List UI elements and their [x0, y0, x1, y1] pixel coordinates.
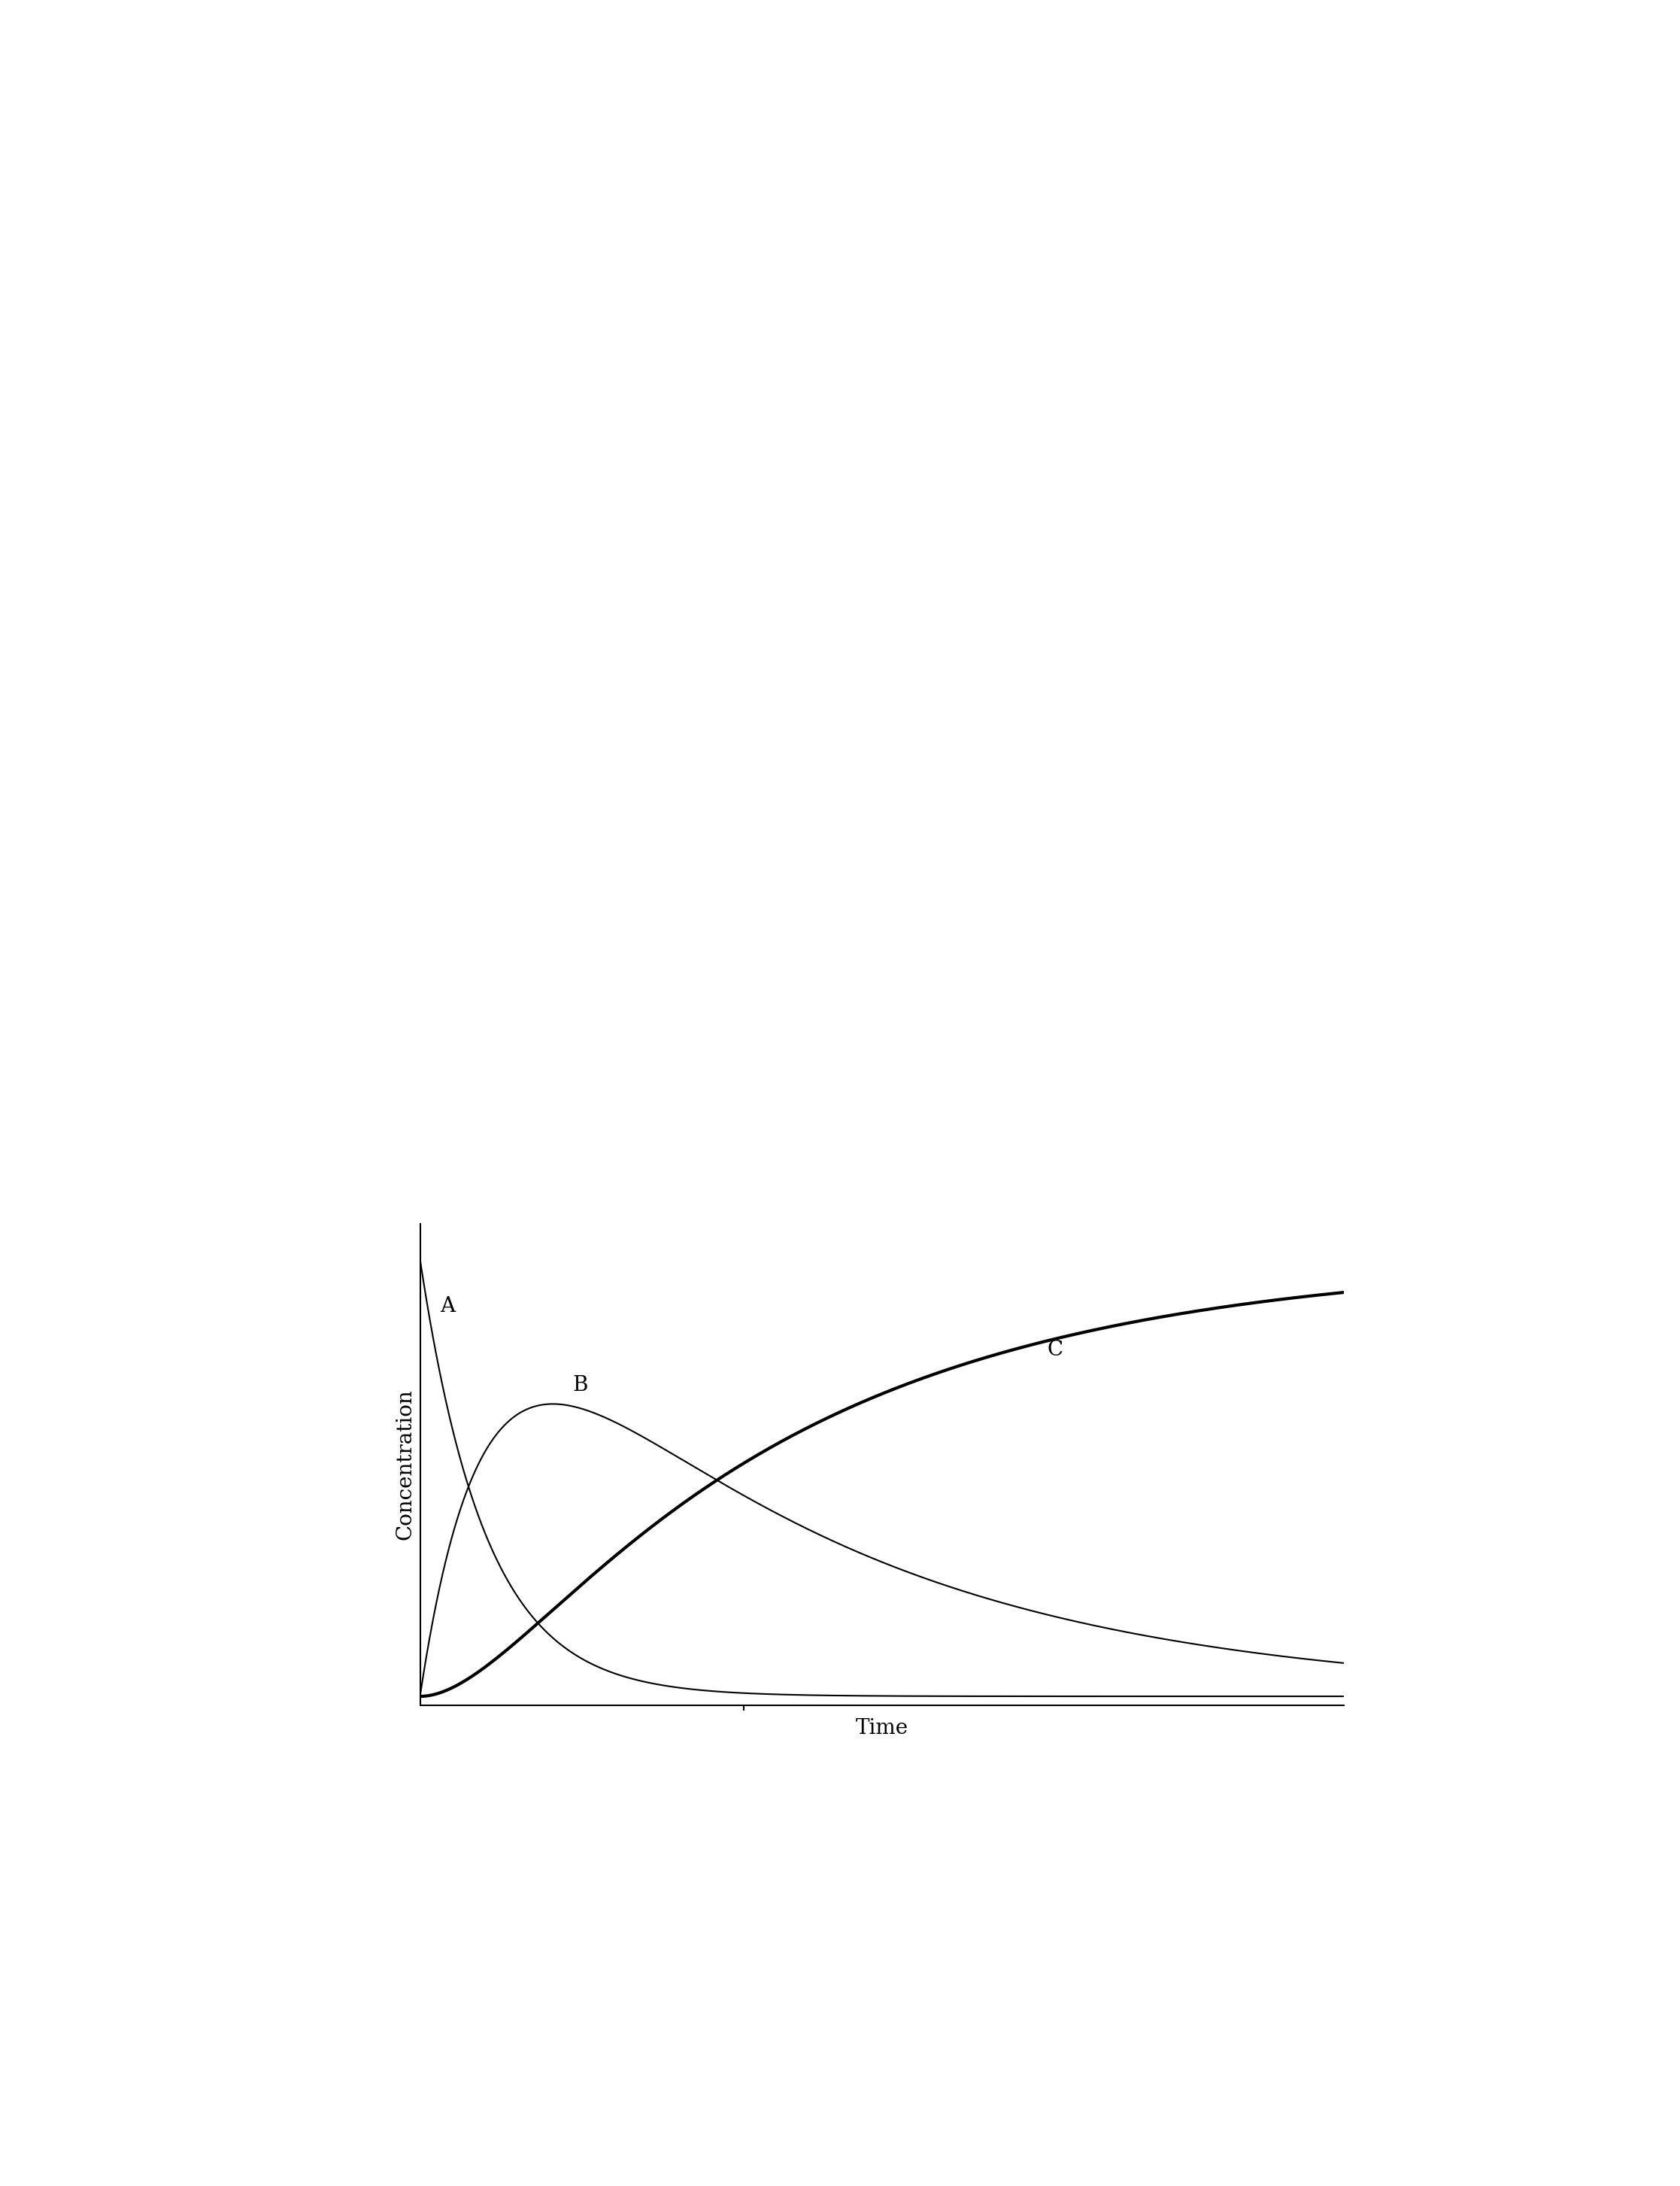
Y-axis label: Concentration: Concentration	[395, 1388, 417, 1541]
Text: B: B	[573, 1375, 588, 1395]
Text: A: A	[440, 1296, 455, 1316]
X-axis label: Time: Time	[855, 1718, 909, 1738]
Text: C: C	[1047, 1340, 1063, 1360]
